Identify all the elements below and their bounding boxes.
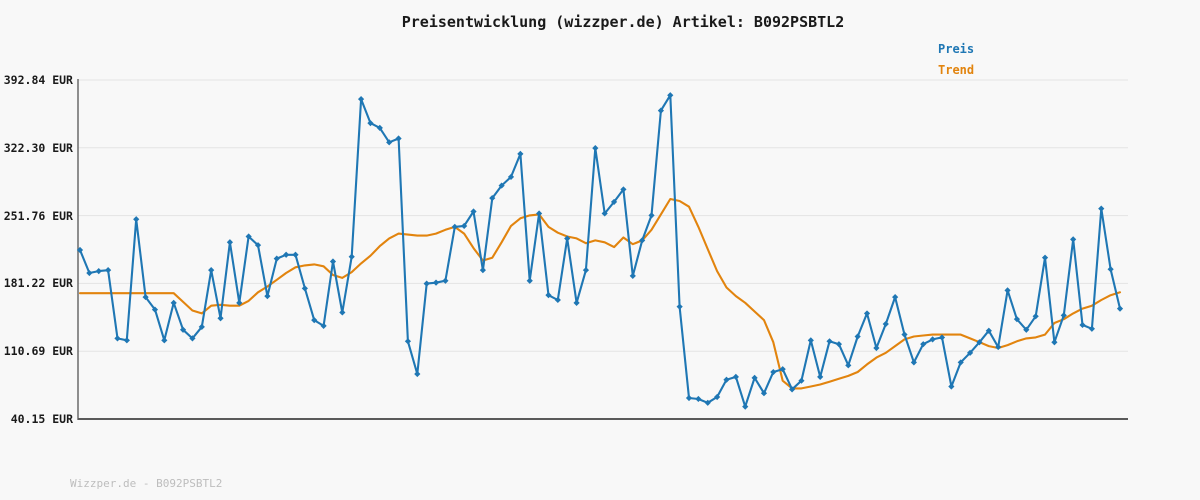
y-tick-label: 181.22 EUR [3,276,73,290]
y-tick-label: 392.84 EUR [3,73,73,87]
legend: Preis Trend [938,39,974,81]
y-tick-label: 251.76 EUR [3,209,73,223]
legend-item-trend: Trend [938,63,975,77]
y-tick-label: 110.69 EUR [3,344,73,358]
y-tick-label: 40.15 EUR [10,412,73,426]
footer-watermark: Wizzper.de - B092PSBTL2 [70,477,223,490]
chart-title: Preisentwicklung (wizzper.de) Artikel: B… [401,13,845,31]
y-tick-label: 322.30 EUR [3,141,73,155]
legend-item-preis: Preis [938,42,975,56]
